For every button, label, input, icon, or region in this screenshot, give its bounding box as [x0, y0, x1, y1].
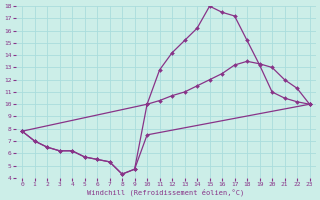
X-axis label: Windchill (Refroidissement éolien,°C): Windchill (Refroidissement éolien,°C) — [87, 188, 244, 196]
